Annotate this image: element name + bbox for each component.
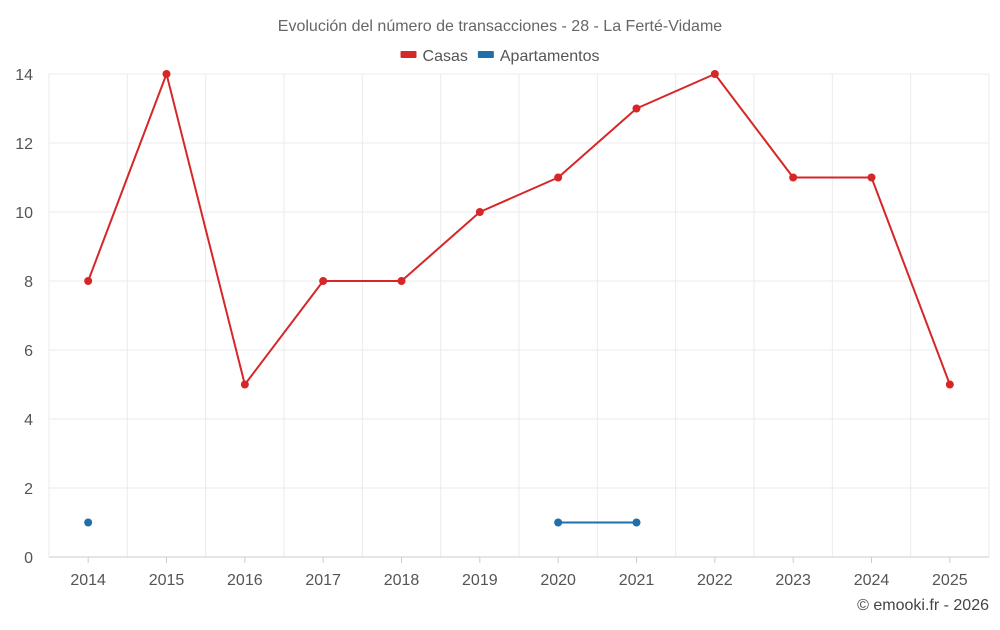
credit-text: © emooki.fr - 2026 [857, 597, 989, 614]
data-point-casas [84, 277, 93, 285]
data-point-casas [945, 380, 954, 389]
y-tick-label: 2 [24, 481, 33, 498]
x-tick-label: 2019 [462, 572, 498, 589]
y-tick-label: 14 [15, 67, 33, 84]
x-tick-label: 2024 [854, 572, 890, 589]
data-point-casas [867, 173, 876, 182]
y-tick-label: 6 [24, 343, 33, 360]
data-point-apartamentos [632, 518, 641, 527]
y-tick-label: 8 [24, 274, 33, 291]
y-tick-label: 12 [15, 136, 33, 153]
x-tick-label: 2022 [697, 572, 733, 589]
chart-title: Evolución del número de transacciones - … [278, 18, 722, 35]
x-tick-label: 2016 [227, 572, 263, 589]
data-point-casas [397, 277, 406, 285]
legend-swatch [477, 51, 494, 58]
series-line-casas [87, 73, 951, 386]
x-tick-label: 2015 [149, 572, 185, 589]
data-point-casas [710, 70, 719, 78]
data-point-apartamentos [84, 518, 93, 527]
legend-label: Casas [423, 48, 468, 65]
data-point-casas [554, 173, 563, 182]
x-tick-label: 2017 [305, 572, 341, 589]
x-tick-label: 2018 [384, 572, 420, 589]
x-tick-label: 2020 [540, 572, 576, 589]
data-point-casas [162, 70, 171, 78]
y-tick-label: 10 [15, 205, 33, 222]
legend-label: Apartamentos [500, 48, 600, 65]
gridlines [48, 73, 990, 557]
y-tick-label: 4 [24, 412, 33, 429]
data-point-casas [789, 173, 798, 182]
series-casas [84, 70, 954, 389]
axes: 0 2 4 6 8 10 12 14 2014 2015 2016 2017 2018 2019 2020 2… [15, 67, 989, 589]
data-point-casas [475, 208, 484, 216]
x-tick-label: 2025 [932, 572, 968, 589]
series-apartamentos [84, 518, 641, 527]
data-point-casas [632, 104, 641, 113]
data-point-casas [319, 277, 328, 285]
x-tick-label: 2021 [619, 572, 655, 589]
legend-swatch [400, 51, 417, 58]
x-tick-label: 2014 [70, 572, 106, 589]
series-layer [84, 70, 954, 527]
y-tick-label: 0 [24, 550, 33, 567]
legend: Casas Apartamentos [400, 48, 600, 65]
x-tick-label: 2023 [775, 572, 811, 589]
data-point-casas [240, 380, 249, 389]
data-point-apartamentos [554, 518, 563, 527]
